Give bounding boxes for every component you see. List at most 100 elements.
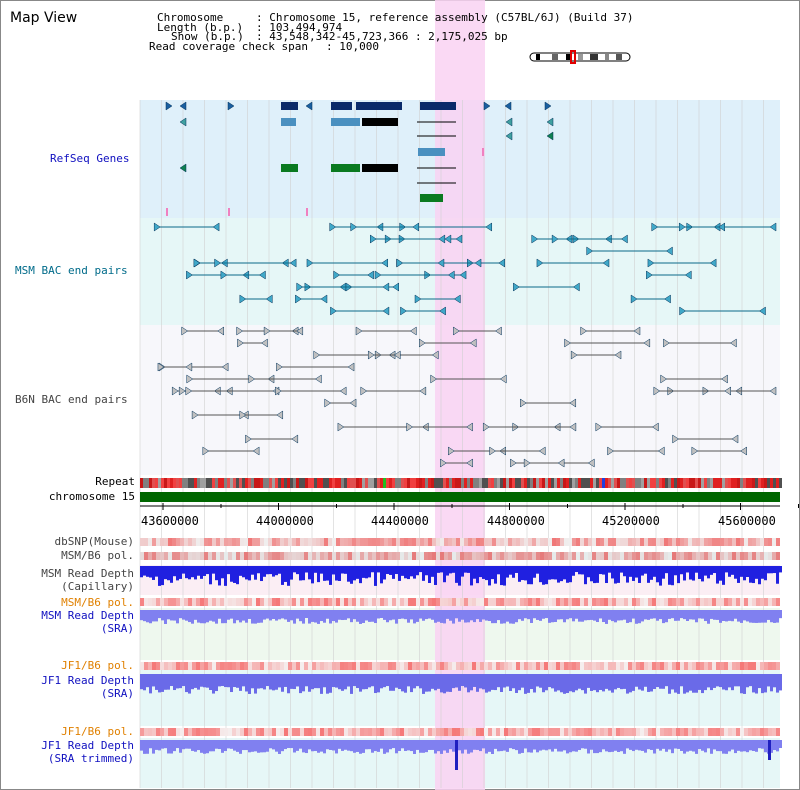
heatmap-tracks[interactable]: [140, 538, 780, 736]
repeat-segment: [260, 478, 263, 488]
jf1-sra-depth-bar: [767, 674, 770, 687]
dbsnp-heat-cell: [212, 538, 216, 546]
b6n-bac-pair-end: [570, 350, 578, 360]
repeat-track[interactable]: [140, 478, 782, 488]
dbsnp-heat-cell: [144, 538, 148, 546]
jf1-b6-pol-2-heat-cell: [772, 728, 776, 736]
jf1-trim-depth-bar: [323, 740, 326, 754]
msm-b6-pol-2-heat-cell: [244, 598, 248, 606]
msm-b6-pol-2-heat-cell: [696, 598, 700, 606]
msm-b6-pol-heat-cell: [640, 552, 644, 560]
msm-bac-label[interactable]: MSM BAC end pairs: [15, 264, 128, 277]
b6n-bac-pair-end: [657, 446, 665, 456]
jf1-b6-pol-heat-cell: [456, 662, 460, 670]
dbsnp-heat-cell: [372, 538, 376, 546]
jf1-sra-depth-bar: [590, 674, 593, 691]
msm-bac-pair-end: [330, 306, 337, 316]
msm-capillary-depth-bar: [152, 566, 155, 580]
jf1-sra-depth-bar: [752, 674, 755, 693]
jf1-trim-depth-bar: [560, 740, 563, 752]
msm-sra-depth-bar: [275, 610, 278, 621]
gene-block: [418, 148, 445, 156]
msm-b6-pol-heat-cell: [208, 552, 212, 560]
jf1-b6-pol-2-heat-cell: [604, 728, 608, 736]
jf1-b6-pol-2-heat-cell: [316, 728, 320, 736]
msm-b6-pol-heat-cell: [628, 552, 632, 560]
msm-capillary-depth-bar: [413, 566, 416, 579]
msm-b6-pol-heat-cell: [704, 552, 708, 560]
msm-sra-depth-bar: [680, 610, 683, 619]
jf1-sra-depth-bar: [533, 674, 536, 693]
jf1-b6-pol-2-heat-cell: [620, 728, 624, 736]
repeat-segment: [572, 478, 575, 488]
dbsnp-heat-cell: [728, 538, 732, 546]
msm-b6-pol-2-heat-cell: [300, 598, 304, 606]
msm-bac-pair-end: [439, 306, 446, 316]
msm-b6-pol-heat-cell: [664, 552, 668, 560]
jf1-b6-pol-2-heat-cell: [156, 728, 160, 736]
chromosome-ideogram[interactable]: [529, 50, 631, 64]
repeat-segment: [506, 478, 509, 488]
msm-sra-depth-bar: [575, 610, 578, 619]
refseq-genes-track[interactable]: [165, 101, 554, 216]
msm-sra-depth-bar: [326, 610, 329, 619]
msm-capillary-depth-bar: [176, 566, 179, 581]
jf1-trim-depth-bar: [272, 740, 275, 750]
msm-bac-pair-end: [498, 258, 506, 268]
dbsnp-heat-cell: [408, 538, 412, 546]
msm-capillary-depth-bar: [302, 566, 305, 581]
msm-sra-depth-bar: [341, 610, 344, 621]
msm-capillary-depth-bar: [686, 566, 689, 573]
jf1-trim-depth-bar: [479, 740, 482, 752]
jf1-sra-depth-bar: [356, 674, 359, 689]
msm-b6-pol-heat-cell: [520, 552, 524, 560]
msm-b6-pol-2-heat-cell: [352, 598, 356, 606]
msm-b6-pol-heat-cell: [196, 552, 200, 560]
msm-capillary-depth-bar: [719, 566, 722, 581]
dbsnp-heat-cell: [568, 538, 572, 546]
jf1-b6-pol-2-heat-cell: [452, 728, 456, 736]
jf1-trim-depth-bar: [458, 740, 461, 751]
msm-capillary-depth-bar: [464, 566, 467, 573]
msm-bac-pair-end: [646, 270, 653, 280]
msm-sra-depth-bar: [527, 610, 530, 620]
msm-bac-pairs-track[interactable]: [153, 222, 777, 316]
msm-sra-depth-bar: [332, 610, 335, 622]
msm-sra-depth-bar: [281, 610, 284, 619]
jf1-b6-pol-heat-cell: [208, 662, 212, 670]
selected-region-highlight[interactable]: [435, 0, 485, 790]
msm-bac-pair-end: [684, 270, 692, 280]
repeat-segment: [653, 478, 656, 488]
b6n-bac-pair-end: [185, 386, 193, 396]
jf1-b6-pol-heat-cell: [584, 662, 588, 670]
b6n-bac-pair-end: [245, 434, 252, 444]
jf1-b6-pol-heat-cell: [296, 662, 300, 670]
dbsnp-heat-cell: [516, 538, 520, 546]
repeat-segment: [206, 478, 209, 488]
msm-b6-pol-2-heat-cell: [344, 598, 348, 606]
b6n-bac-pairs-track[interactable]: [157, 326, 777, 468]
msm-bac-pair-end: [220, 270, 228, 280]
jf1-trim-depth-bar: [179, 740, 182, 753]
jf1-b6-pol-heat-cell: [544, 662, 548, 670]
jf1-sra-depth-bar: [284, 674, 287, 687]
msm-b6-pol-2-heat-cell: [644, 598, 648, 606]
msm-sra-depth-bar: [284, 610, 287, 620]
refseq-genes-label[interactable]: RefSeq Genes: [50, 152, 130, 165]
jf1-sra-depth-bar: [710, 674, 713, 691]
jf1-trim-depth-bar: [695, 740, 698, 754]
jf1-trim-depth-bar: [140, 740, 143, 751]
jf1-trim-depth-bar: [755, 740, 758, 752]
b6n-bac-label[interactable]: B6N BAC end pairs: [15, 393, 128, 406]
jf1-sra-depth-label-1: JF1 Read Depth: [41, 674, 134, 687]
msm-capillary-depth-bar: [194, 566, 197, 580]
jf1-b6-pol-heat-cell: [488, 662, 492, 670]
jf1-b6-pol-2-heat-cell: [656, 728, 660, 736]
msm-sra-depth-bar: [533, 610, 536, 619]
msm-capillary-depth-bar: [332, 566, 335, 575]
read-depth-tracks[interactable]: [140, 566, 782, 770]
gene-block: [420, 194, 443, 202]
jf1-b6-pol-heat-cell: [548, 662, 552, 670]
chromosome-bar[interactable]: [140, 492, 780, 502]
